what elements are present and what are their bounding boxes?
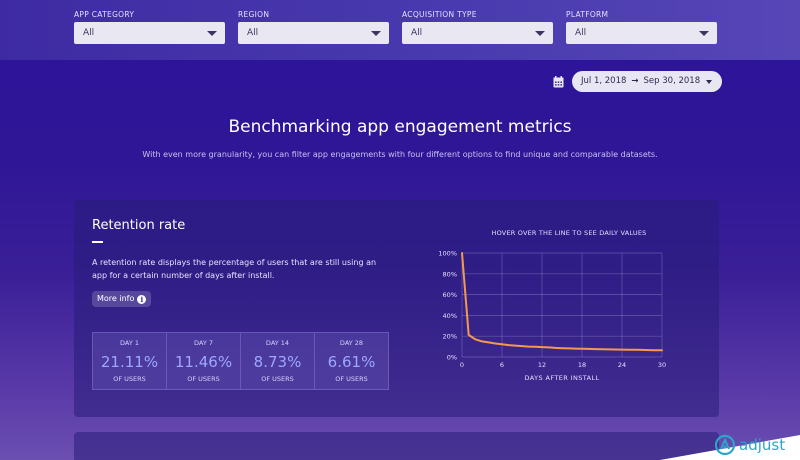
stat-value: 8.73% bbox=[253, 353, 302, 371]
filter-label: REGION bbox=[238, 10, 270, 19]
chevron-down-icon bbox=[207, 31, 217, 36]
stat-day-7: DAY 7 11.46% OF USERS bbox=[167, 333, 241, 389]
x-tick-label: 6 bbox=[500, 361, 504, 369]
page-subtitle: With even more granularity, you can filt… bbox=[142, 150, 658, 159]
filter-platform: PLATFORM All bbox=[566, 10, 717, 44]
more-info-button[interactable]: More info i bbox=[92, 291, 152, 307]
adjust-logo[interactable]: adjust bbox=[714, 433, 785, 457]
stat-value: 21.11% bbox=[100, 353, 159, 371]
stat-unit: OF USERS bbox=[261, 375, 294, 383]
retention-chart: HOVER OVER THE LINE TO SEE DAILY VALUES … bbox=[430, 225, 690, 415]
stat-unit: OF USERS bbox=[113, 375, 146, 383]
page-title: Benchmarking app engagement metrics bbox=[228, 117, 572, 137]
x-tick-label: 30 bbox=[658, 361, 666, 369]
chart-title: HOVER OVER THE LINE TO SEE DAILY VALUES bbox=[491, 229, 647, 237]
more-info-label: More info bbox=[97, 294, 135, 303]
x-tick-label: 24 bbox=[618, 361, 626, 369]
filter-label: PLATFORM bbox=[566, 10, 609, 19]
acquisition-type-select[interactable]: All bbox=[402, 22, 553, 44]
y-tick-label: 80% bbox=[443, 270, 457, 278]
select-value: All bbox=[247, 28, 259, 38]
filter-acquisition-type: ACQUISITION TYPE All bbox=[402, 10, 553, 44]
y-tick-label: 100% bbox=[438, 250, 457, 258]
adjust-logo-icon bbox=[714, 434, 736, 456]
filter-region: REGION All bbox=[238, 10, 389, 44]
title-underline bbox=[92, 241, 103, 243]
arrow-right-icon: → bbox=[631, 76, 639, 86]
select-value: All bbox=[575, 28, 587, 38]
app-category-select[interactable]: All bbox=[74, 22, 225, 44]
stat-day-label: DAY 28 bbox=[339, 339, 364, 347]
stat-unit: OF USERS bbox=[187, 375, 220, 383]
calendar-icon[interactable] bbox=[553, 75, 564, 88]
retention-chart-svg: 0% 20% 40% 60% 80% 100% 0 6 12 18 24 30 DAYS AFTER I… bbox=[438, 250, 666, 383]
filter-label: APP CATEGORY bbox=[74, 10, 135, 19]
date-end: Sep 30, 2018 bbox=[643, 76, 701, 86]
brand-band bbox=[0, 425, 800, 460]
x-tick-label: 12 bbox=[538, 361, 546, 369]
x-axis-label: DAYS AFTER INSTALL bbox=[525, 374, 600, 382]
filter-app-category: APP CATEGORY All bbox=[74, 10, 225, 44]
y-tick-label: 0% bbox=[447, 354, 457, 362]
stat-day-1: DAY 1 21.11% OF USERS bbox=[93, 333, 167, 389]
card-title: Retention rate bbox=[92, 218, 186, 233]
stat-day-label: DAY 1 bbox=[119, 339, 139, 347]
stat-day-label: DAY 14 bbox=[265, 339, 290, 347]
retention-series-line bbox=[461, 252, 663, 352]
x-tick-label: 18 bbox=[578, 361, 586, 369]
date-range-row: Jul 1, 2018 → Sep 30, 2018 bbox=[553, 71, 723, 92]
stat-unit: OF USERS bbox=[335, 375, 368, 383]
stat-value: 11.46% bbox=[174, 353, 233, 371]
retention-stats: DAY 1 21.11% OF USERS DAY 7 11.46% OF US… bbox=[92, 332, 389, 390]
chevron-down-icon bbox=[371, 31, 381, 36]
date-start: Jul 1, 2018 bbox=[581, 76, 627, 86]
y-tick-label: 40% bbox=[443, 312, 457, 320]
platform-select[interactable]: All bbox=[566, 22, 717, 44]
y-tick-label: 20% bbox=[443, 333, 457, 341]
stat-day-14: DAY 14 8.73% OF USERS bbox=[241, 333, 315, 389]
date-range-picker[interactable]: Jul 1, 2018 → Sep 30, 2018 bbox=[572, 71, 723, 92]
info-icon: i bbox=[137, 294, 147, 304]
stat-day-28: DAY 28 6.61% OF USERS bbox=[315, 333, 388, 389]
select-value: All bbox=[83, 28, 95, 38]
region-select[interactable]: All bbox=[238, 22, 389, 44]
x-tick-label: 0 bbox=[460, 361, 464, 369]
chevron-down-icon bbox=[535, 31, 545, 36]
card-description: A retention rate displays the percentage… bbox=[92, 258, 377, 280]
filter-bar: APP CATEGORY All REGION All ACQUISITION … bbox=[0, 0, 800, 60]
stat-value: 6.61% bbox=[327, 353, 376, 371]
select-value: All bbox=[411, 28, 423, 38]
brand-name: adjust bbox=[739, 436, 786, 454]
next-card-edge bbox=[74, 432, 719, 460]
stat-day-label: DAY 7 bbox=[193, 339, 213, 347]
y-tick-label: 60% bbox=[443, 291, 457, 299]
chevron-down-icon bbox=[706, 79, 713, 84]
retention-card: Retention rate A retention rate displays… bbox=[74, 200, 719, 417]
chevron-down-icon bbox=[699, 31, 709, 36]
filter-label: ACQUISITION TYPE bbox=[402, 10, 477, 19]
